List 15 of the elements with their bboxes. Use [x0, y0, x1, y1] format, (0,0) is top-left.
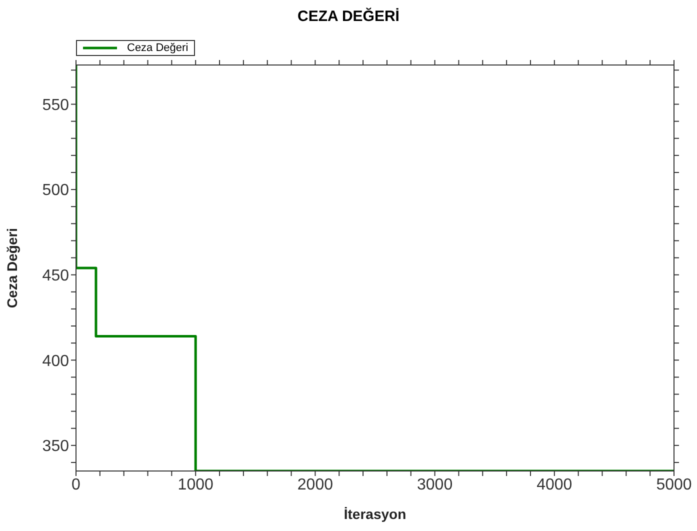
y-tick-label: 500 — [42, 182, 70, 200]
y-tick-label: 400 — [42, 352, 70, 370]
x-tick-label: 4000 — [536, 476, 572, 494]
y-tick-label: 550 — [42, 96, 70, 114]
chart-title: CEZA DEĞERİ — [296, 8, 400, 25]
x-tick-label: 3000 — [417, 476, 453, 494]
x-tick-label: 5000 — [656, 476, 692, 494]
y-axis-title: Ceza Değeri — [4, 228, 20, 308]
x-axis-title: İterasyon — [344, 506, 406, 522]
x-tick-label: 2000 — [297, 476, 334, 494]
x-tick-label: 1000 — [178, 476, 214, 494]
y-tick-label: 350 — [42, 438, 70, 456]
x-tick-label: 0 — [72, 476, 81, 494]
y-tick-label: 450 — [42, 268, 70, 285]
legend-label: Ceza Değeri — [127, 42, 188, 54]
